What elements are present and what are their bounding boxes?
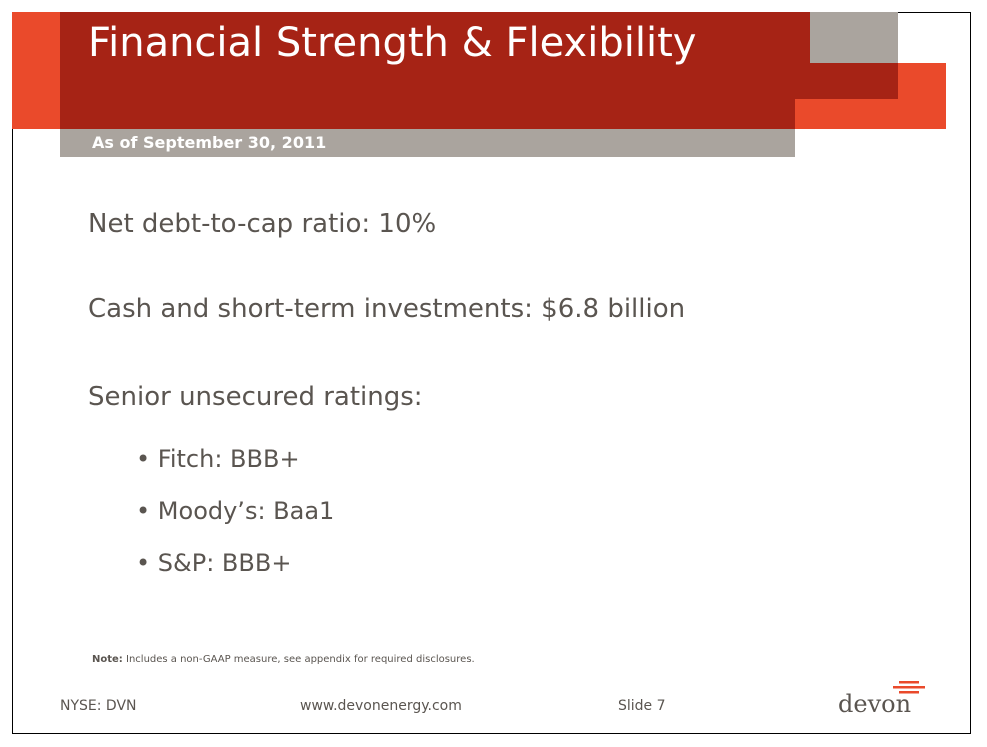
net-debt-line: Net debt-to-cap ratio: 10% [88, 209, 437, 239]
ratings-heading: Senior unsecured ratings: [88, 382, 423, 412]
slide-subtitle: As of September 30, 2011 [92, 133, 327, 152]
bullet-icon: • [136, 497, 151, 525]
header-title-bar-lower [60, 99, 795, 129]
header-title-bar [60, 12, 898, 99]
logo-lines-icon [893, 681, 925, 694]
bullet-item: • Fitch: BBB+ [136, 445, 300, 473]
bullet-text: S&P: BBB+ [157, 549, 292, 577]
company-logo: devon [838, 690, 912, 718]
cash-line: Cash and short-term investments: $6.8 bi… [88, 294, 686, 324]
footnote-text: Includes a non-GAAP measure, see appendi… [126, 654, 475, 665]
header-accent-red [795, 63, 898, 99]
bullet-item: • S&P: BBB+ [136, 549, 291, 577]
footer-slide-number: Slide 7 [618, 698, 666, 714]
bullet-icon: • [136, 549, 151, 577]
bullet-text: Fitch: BBB+ [157, 445, 300, 473]
header-accent-gray [810, 12, 898, 63]
subtitle-bar [60, 129, 795, 157]
bullet-item: • Moody’s: Baa1 [136, 497, 334, 525]
footer-url[interactable]: www.devonenergy.com [300, 698, 462, 714]
bullet-icon: • [136, 445, 151, 473]
bullet-text: Moody’s: Baa1 [157, 497, 335, 525]
footer-ticker: NYSE: DVN [60, 698, 137, 714]
footnote: Note: Includes a non-GAAP measure, see a… [92, 654, 475, 665]
slide-title: Financial Strength & Flexibility [88, 20, 697, 66]
header-accent-left [12, 12, 60, 129]
footnote-label: Note: [92, 654, 123, 665]
